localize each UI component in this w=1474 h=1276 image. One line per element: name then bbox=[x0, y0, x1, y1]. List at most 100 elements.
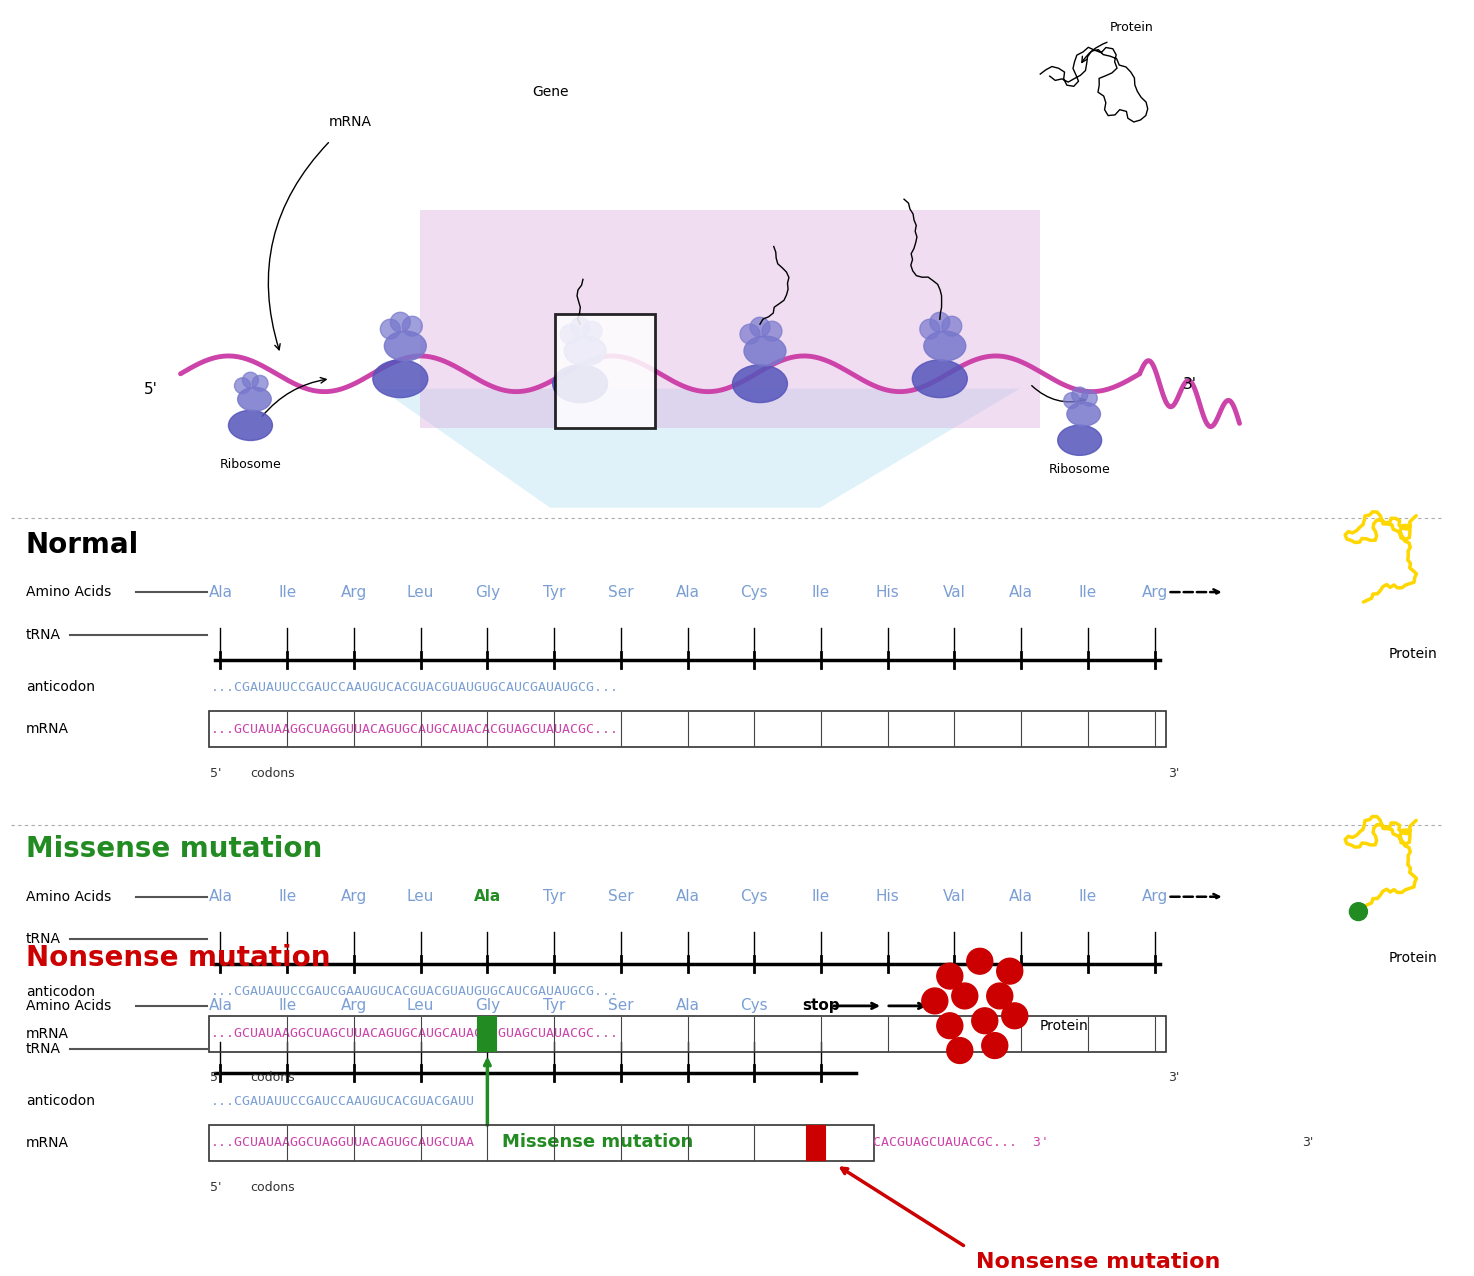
Ellipse shape bbox=[924, 332, 965, 361]
Text: 3': 3' bbox=[1167, 1072, 1179, 1085]
Bar bbox=[209, 711, 1166, 746]
Text: Amino Acids: Amino Acids bbox=[25, 999, 111, 1013]
Text: codons: codons bbox=[251, 767, 295, 780]
Text: mRNA: mRNA bbox=[329, 115, 371, 129]
Text: CACGUAGCUAUACGC...  3': CACGUAGCUAUACGC... 3' bbox=[873, 1137, 1049, 1150]
Text: Protein: Protein bbox=[1110, 22, 1153, 34]
Text: anticodon: anticodon bbox=[25, 680, 94, 694]
Circle shape bbox=[560, 324, 581, 345]
Text: mRNA: mRNA bbox=[25, 1027, 69, 1041]
Text: 3': 3' bbox=[1167, 767, 1179, 780]
Circle shape bbox=[937, 963, 963, 989]
Text: Ribosome: Ribosome bbox=[1049, 463, 1110, 476]
Text: Ribosome: Ribosome bbox=[220, 458, 282, 471]
Circle shape bbox=[252, 375, 268, 392]
Circle shape bbox=[1064, 393, 1079, 408]
Text: 5': 5' bbox=[143, 382, 158, 397]
Circle shape bbox=[986, 983, 1013, 1009]
Circle shape bbox=[921, 988, 948, 1014]
Bar bbox=[420, 211, 1039, 429]
Text: Tyr: Tyr bbox=[542, 584, 566, 600]
Ellipse shape bbox=[912, 360, 967, 398]
Text: Ile: Ile bbox=[812, 584, 830, 600]
Bar bbox=[209, 1125, 874, 1161]
Ellipse shape bbox=[733, 365, 787, 402]
Text: 5': 5' bbox=[211, 767, 223, 780]
Text: ...GCUAUAAGGCUAGGUUACAGUGCAUGCAUACACGUAGCUAUACGC...: ...GCUAUAAGGCUAGGUUACAGUGCAUGCAUACACGUAG… bbox=[211, 722, 619, 735]
Text: Ser: Ser bbox=[607, 584, 634, 600]
Ellipse shape bbox=[228, 411, 273, 440]
Text: Ala: Ala bbox=[208, 998, 233, 1013]
Text: Ile: Ile bbox=[279, 584, 296, 600]
Text: Arg: Arg bbox=[1141, 889, 1167, 905]
Circle shape bbox=[1082, 390, 1097, 406]
Circle shape bbox=[750, 318, 769, 337]
Text: Amino Acids: Amino Acids bbox=[25, 586, 111, 600]
Text: Cys: Cys bbox=[740, 998, 768, 1013]
Text: ...GCUAUAAGGCUAGGUUACAGUGCAUGCUAA: ...GCUAUAAGGCUAGGUUACAGUGCAUGCUAA bbox=[211, 1137, 475, 1150]
Circle shape bbox=[952, 983, 977, 1009]
Ellipse shape bbox=[1058, 425, 1101, 456]
Text: Ser: Ser bbox=[607, 998, 634, 1013]
Circle shape bbox=[920, 319, 940, 339]
Text: Gly: Gly bbox=[475, 998, 500, 1013]
Polygon shape bbox=[380, 389, 1020, 508]
Text: Ser: Ser bbox=[607, 889, 634, 905]
Text: mRNA: mRNA bbox=[25, 1136, 69, 1150]
Circle shape bbox=[937, 1013, 963, 1039]
Text: Protein: Protein bbox=[1389, 952, 1437, 966]
Text: Val: Val bbox=[943, 889, 965, 905]
Text: Amino Acids: Amino Acids bbox=[25, 889, 111, 903]
Text: Missense mutation: Missense mutation bbox=[503, 1133, 694, 1151]
Text: Leu: Leu bbox=[407, 998, 435, 1013]
Text: Ala: Ala bbox=[473, 889, 501, 905]
Text: Gene: Gene bbox=[532, 85, 569, 100]
Circle shape bbox=[391, 313, 410, 332]
Text: tRNA: tRNA bbox=[25, 628, 60, 642]
Text: Protein: Protein bbox=[1039, 1018, 1088, 1032]
Text: 3': 3' bbox=[1303, 1137, 1313, 1150]
Circle shape bbox=[982, 1032, 1008, 1059]
Text: Ala: Ala bbox=[1010, 889, 1033, 905]
Circle shape bbox=[740, 324, 761, 345]
Circle shape bbox=[967, 948, 993, 974]
Text: Ala: Ala bbox=[208, 889, 233, 905]
Text: codons: codons bbox=[251, 1180, 295, 1193]
Text: Cys: Cys bbox=[740, 584, 768, 600]
Circle shape bbox=[946, 1037, 973, 1063]
Text: Arg: Arg bbox=[1141, 584, 1167, 600]
Text: tRNA: tRNA bbox=[25, 933, 60, 947]
Text: Ile: Ile bbox=[279, 889, 296, 905]
Text: ...GCUAUAAGGCUAGCUUACAGUGCAUGCAUACACGUAGCUAUACGC...: ...GCUAUAAGGCUAGCUUACAGUGCAUGCAUACACGUAG… bbox=[211, 1027, 619, 1040]
Text: Arg: Arg bbox=[340, 998, 367, 1013]
Ellipse shape bbox=[373, 360, 427, 398]
Text: Cys: Cys bbox=[740, 889, 768, 905]
Ellipse shape bbox=[553, 365, 607, 402]
Text: tRNA: tRNA bbox=[25, 1041, 60, 1055]
Circle shape bbox=[930, 313, 949, 332]
Text: Ile: Ile bbox=[1079, 889, 1097, 905]
Text: Leu: Leu bbox=[407, 889, 435, 905]
Text: 5': 5' bbox=[211, 1072, 223, 1085]
Text: stop: stop bbox=[802, 998, 840, 1013]
Text: Normal: Normal bbox=[25, 531, 139, 559]
Text: 5': 5' bbox=[211, 1180, 223, 1193]
Text: Tyr: Tyr bbox=[542, 889, 566, 905]
Text: His: His bbox=[876, 584, 899, 600]
Circle shape bbox=[971, 1008, 998, 1034]
Circle shape bbox=[570, 318, 590, 337]
Bar bbox=[806, 1125, 825, 1160]
Bar bbox=[556, 314, 654, 429]
Circle shape bbox=[1072, 387, 1088, 403]
Text: Protein: Protein bbox=[1389, 647, 1437, 661]
Text: Tyr: Tyr bbox=[542, 998, 566, 1013]
Text: Leu: Leu bbox=[407, 584, 435, 600]
Text: Ala: Ala bbox=[208, 584, 233, 600]
Ellipse shape bbox=[565, 336, 606, 366]
Text: Ile: Ile bbox=[279, 998, 296, 1013]
Circle shape bbox=[380, 319, 401, 339]
Ellipse shape bbox=[744, 336, 786, 366]
Text: Arg: Arg bbox=[340, 584, 367, 600]
Text: mRNA: mRNA bbox=[25, 722, 69, 736]
Circle shape bbox=[234, 378, 251, 393]
